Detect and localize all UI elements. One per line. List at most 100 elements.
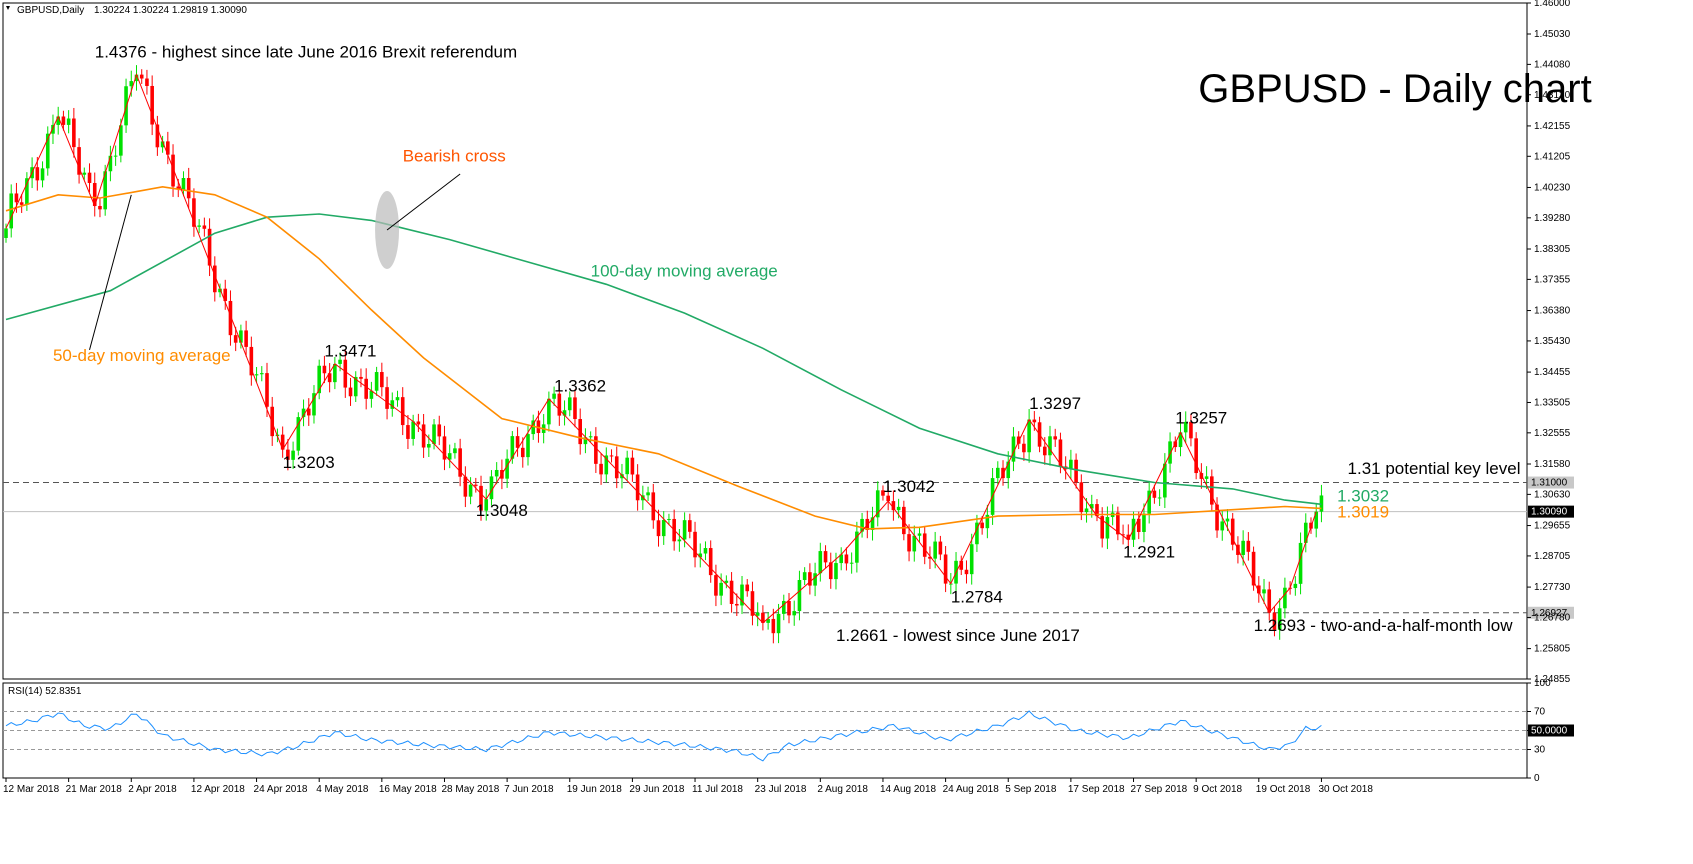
candle-body [855, 531, 859, 563]
candle-body [286, 449, 290, 460]
candle-body [202, 225, 207, 229]
annotation-label: 1.2784 [951, 587, 1003, 606]
candle-body [996, 467, 1000, 479]
candle-body [301, 408, 306, 418]
rsi-tick-label: 100 [1534, 678, 1551, 689]
candle-body [468, 484, 473, 497]
ohlc-values: 1.30224 1.30224 1.29819 1.30090 [94, 5, 247, 16]
candle-body [839, 554, 843, 564]
annotation-label: 1.3042 [883, 477, 935, 496]
candle-body [171, 154, 175, 187]
candle-body [755, 612, 760, 616]
candle-body [870, 517, 875, 530]
candle-body [1157, 497, 1162, 499]
x-tick-label: 7 Jun 2018 [504, 784, 554, 795]
candle-body [322, 365, 327, 374]
candle-body [14, 193, 19, 203]
candle-body [1042, 446, 1047, 456]
candle-body [108, 155, 113, 172]
candle-body [896, 506, 901, 511]
price-level-tag [1528, 606, 1574, 619]
annotation-label: 100-day moving average [591, 261, 778, 280]
candle-body [781, 600, 786, 614]
candle-body [192, 198, 196, 227]
candle-body [635, 474, 640, 501]
candle-body [1163, 463, 1167, 498]
candle-body [1215, 504, 1219, 531]
candle-body [1069, 459, 1073, 470]
candle-body [228, 300, 233, 336]
candle-body [735, 603, 739, 606]
candle-body [395, 397, 400, 401]
candle-body [912, 535, 917, 552]
rsi-line [5, 710, 1322, 762]
candle-body [453, 448, 457, 454]
candle-body [1225, 518, 1230, 522]
price-level-tag [1528, 505, 1574, 518]
candle-body [1210, 476, 1214, 505]
x-tick-label: 19 Oct 2018 [1256, 784, 1311, 795]
candle-body [594, 436, 598, 464]
candle-body [557, 393, 562, 416]
candle-body [1314, 511, 1319, 529]
y-tick-label: 1.39280 [1534, 213, 1571, 224]
candle-body [609, 455, 614, 457]
candle-body [1126, 534, 1131, 540]
candle-body [380, 372, 384, 388]
y-tick-label: 1.29655 [1534, 521, 1571, 532]
candle-body [61, 116, 66, 125]
candle-body [197, 225, 201, 227]
candle-body [688, 520, 692, 532]
candle-body [103, 171, 107, 210]
rsi-level-tag [1528, 724, 1574, 737]
candle-body [223, 288, 228, 301]
candle-body [327, 373, 332, 383]
candle-body [1136, 518, 1141, 532]
candle-body [1277, 608, 1282, 630]
candle-body [176, 186, 181, 190]
candle-body [1189, 421, 1193, 439]
candle-body [353, 376, 358, 397]
candle-body [1105, 517, 1110, 539]
price-level-label: 1.30090 [1531, 507, 1568, 518]
candle-body [562, 410, 567, 416]
x-tick-label: 17 Sep 2018 [1068, 784, 1125, 795]
candle-body [213, 265, 217, 293]
candle-body [682, 520, 687, 540]
candle-body [249, 346, 254, 376]
candle-body [740, 584, 744, 606]
candle-body [239, 330, 243, 343]
candle-body [813, 573, 817, 586]
candle-body [416, 421, 421, 425]
candle-body [750, 591, 755, 616]
candle-body [547, 398, 551, 425]
candle-body [145, 78, 149, 86]
candle-body [1251, 551, 1256, 586]
annotation-label: 1.3362 [554, 376, 606, 395]
candle-body [218, 288, 222, 293]
x-tick-label: 5 Sep 2018 [1005, 784, 1057, 795]
y-tick-label: 1.27730 [1534, 582, 1571, 593]
annotation-label: 1.3048 [476, 501, 528, 520]
candle-body [922, 533, 927, 557]
candle-body [604, 455, 609, 475]
candle-body [458, 448, 462, 477]
candle-body [1283, 587, 1287, 609]
candle-body [969, 544, 974, 575]
candle-body [1048, 436, 1052, 456]
x-tick-label: 27 Sep 2018 [1131, 784, 1188, 795]
candle-body [312, 393, 316, 416]
candle-body [1011, 436, 1016, 462]
candle-body [1267, 589, 1272, 613]
candle-body [567, 397, 572, 411]
candle-body [427, 443, 431, 448]
candle-body [374, 372, 379, 391]
candle-body [792, 611, 797, 616]
candle-body [56, 116, 60, 125]
candle-body [1116, 512, 1120, 535]
candle-body [698, 553, 703, 558]
y-tick-label: 1.24855 [1534, 674, 1571, 685]
candle-body [1095, 504, 1099, 517]
